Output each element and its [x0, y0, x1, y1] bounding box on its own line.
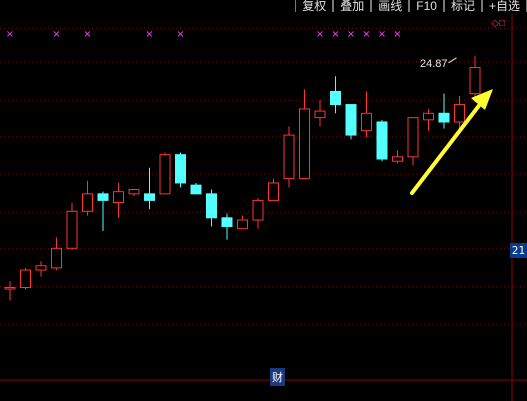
- top-marker-row: × × × × × × × × × × ×: [6, 29, 402, 40]
- top-marker: ×: [316, 29, 324, 40]
- candle-body: [345, 104, 357, 136]
- candle-body: [144, 193, 155, 201]
- finance-event-badge[interactable]: 财: [270, 368, 285, 386]
- overlay-button[interactable]: 叠加: [333, 0, 372, 12]
- candle-body: [66, 210, 78, 249]
- candle-body: [4, 286, 16, 290]
- draw-line-button[interactable]: 画线: [371, 0, 410, 12]
- top-marker: ×: [83, 29, 91, 40]
- trend-arrow-shaft: [410, 101, 483, 195]
- candle-body: [376, 121, 388, 160]
- candle-body: [469, 67, 481, 95]
- restore-rights-button[interactable]: 复权: [295, 0, 334, 12]
- mark-button[interactable]: 标记: [443, 0, 482, 12]
- candle-body: [330, 91, 341, 106]
- candle-body: [35, 265, 47, 271]
- candle-body: [97, 193, 109, 201]
- candle-body: [190, 184, 202, 195]
- candle-body: [82, 193, 93, 212]
- candle-body: [159, 154, 171, 195]
- candle-body: [407, 117, 419, 158]
- trend-arrow-head: [471, 89, 493, 110]
- top-marker: ×: [145, 29, 153, 40]
- candle-body: [423, 112, 434, 121]
- candle-body: [299, 108, 310, 180]
- top-marker: ×: [176, 29, 184, 40]
- top-marker: ×: [347, 29, 355, 40]
- candle-body: [113, 191, 124, 204]
- candle-body: [314, 110, 326, 119]
- candle-body: [252, 199, 264, 221]
- trend-arrow-icon: [410, 89, 493, 195]
- chart-toolbar: 复权 叠加 画线 F10 标记 +自选: [295, 0, 527, 12]
- candle-body: [206, 193, 217, 219]
- annotation-layer: 24.87: [420, 57, 457, 70]
- candle-body: [392, 156, 403, 162]
- top-marker: ×: [362, 29, 370, 40]
- candle-body: [268, 182, 279, 201]
- candle-body: [128, 189, 140, 195]
- price-axis-tag: 21: [509, 243, 527, 258]
- candle-body: [361, 112, 372, 132]
- high-price-label: 24.87: [420, 58, 448, 70]
- candle-body: [221, 217, 233, 228]
- top-marker: ×: [52, 29, 60, 40]
- candle-body: [20, 269, 31, 288]
- price-grid: [0, 14, 527, 401]
- top-marker: ×: [331, 29, 339, 40]
- candles-layer: [4, 55, 481, 301]
- top-marker: ×: [378, 29, 386, 40]
- top-marker: ×: [6, 29, 14, 40]
- candle-body: [237, 219, 248, 230]
- candle-body: [51, 247, 62, 269]
- diamond-square-icons[interactable]: ◇□: [491, 18, 505, 29]
- top-marker: ×: [393, 29, 401, 40]
- candle-body: [175, 154, 186, 184]
- f10-button[interactable]: F10: [409, 0, 444, 12]
- high-price-pointer: [448, 57, 457, 64]
- candle-body: [283, 134, 295, 180]
- candle-body: [454, 104, 465, 123]
- add-watchlist-button[interactable]: +自选: [481, 0, 527, 12]
- candle-body: [438, 112, 450, 123]
